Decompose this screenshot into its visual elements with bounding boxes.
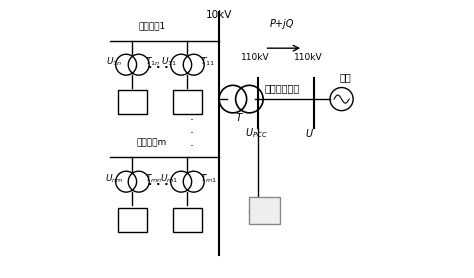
Text: 电网: 电网 [340, 73, 352, 83]
Text: $U_{1n}$: $U_{1n}$ [106, 56, 122, 68]
FancyBboxPatch shape [249, 197, 280, 224]
FancyBboxPatch shape [118, 208, 147, 232]
Text: 偿装置: 偿装置 [257, 212, 272, 221]
Text: . . .: . . . [148, 177, 169, 187]
Text: $U_{PCC}$: $U_{PCC}$ [246, 126, 268, 140]
Text: 110kV: 110kV [241, 53, 269, 62]
FancyBboxPatch shape [118, 90, 147, 113]
Text: 110kV: 110kV [294, 53, 323, 62]
Text: $T_{11}$: $T_{11}$ [200, 56, 215, 68]
Text: 光伏发电: 光伏发电 [178, 212, 197, 220]
Text: 光伏发电: 光伏发电 [123, 212, 142, 220]
Text: 集电线路1: 集电线路1 [138, 21, 165, 30]
Text: 单元11: 单元11 [178, 103, 197, 112]
Text: 集电线路m: 集电线路m [137, 138, 167, 147]
Text: $U_{11}$: $U_{11}$ [161, 56, 177, 68]
Text: $T_{mn}$: $T_{mn}$ [145, 173, 162, 185]
Text: $U_{nm}$: $U_{nm}$ [105, 173, 123, 185]
Text: 高压交流输电: 高压交流输电 [265, 83, 300, 93]
Text: P+jQ: P+jQ [270, 19, 295, 29]
Text: . . .: . . . [148, 60, 169, 70]
Text: T: T [235, 113, 242, 123]
Text: 光伏发电: 光伏发电 [123, 93, 142, 102]
Text: 单元mn: 单元mn [122, 221, 143, 230]
Text: $U$: $U$ [305, 126, 314, 139]
Text: 无功补: 无功补 [257, 203, 272, 212]
Text: 单元1n: 单元1n [123, 103, 142, 112]
Text: 单元m1: 单元m1 [177, 221, 198, 230]
Text: 10kV: 10kV [206, 10, 232, 20]
Text: ·
·
·: · · · [190, 114, 193, 153]
Text: $T_{1n}$: $T_{1n}$ [145, 56, 160, 68]
Text: 光伏发电: 光伏发电 [178, 93, 197, 102]
FancyBboxPatch shape [173, 208, 202, 232]
FancyBboxPatch shape [173, 90, 202, 113]
Text: $U_{m1}$: $U_{m1}$ [160, 173, 178, 185]
Text: $T_{m1}$: $T_{m1}$ [200, 173, 217, 185]
